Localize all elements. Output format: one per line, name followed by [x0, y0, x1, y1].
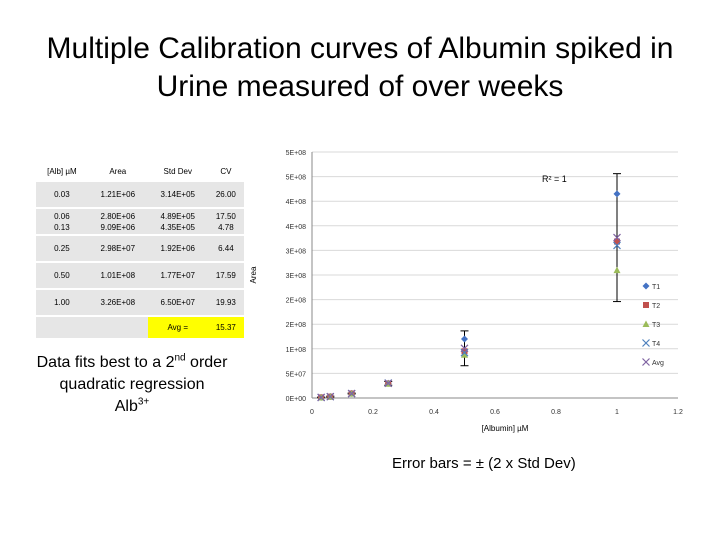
legend-label: T3 — [652, 322, 660, 329]
point-avg-stroke — [317, 393, 326, 402]
point-avg — [384, 379, 393, 388]
y-tick-label: 5E+07 — [286, 371, 307, 378]
point-t1 — [613, 190, 621, 198]
table-row: 0.50 1.01E+08 1.77E+07 17.59 — [36, 262, 244, 290]
table-cell: 1.92E+06 — [147, 235, 208, 263]
regression-note: Data fits best to a 2nd order quadratic … — [28, 352, 236, 418]
point-t2 — [614, 238, 620, 245]
point-avg — [317, 393, 326, 402]
point-avg — [347, 389, 356, 398]
table-cell: 17.59 — [207, 262, 244, 290]
legend-marker-avg-stroke — [642, 358, 650, 366]
legend-label: T1 — [652, 284, 660, 291]
point-t1 — [461, 335, 468, 343]
table-cell: 1.21E+06 — [87, 182, 148, 209]
note-line-2: quadratic regression — [59, 376, 205, 393]
header-cv: CV — [220, 166, 232, 176]
point-avg-stroke — [347, 389, 356, 398]
calibration-chart: 0E+00 5E+07 1E+08 2E+08 2E+08 3E+08 3E+08 4E+08… — [249, 150, 683, 433]
legend-label: T2 — [652, 303, 660, 310]
table-cell: 0.03 — [36, 182, 88, 209]
legend-marker-t4 — [642, 339, 650, 347]
r-squared-annotation: R² = 1 — [542, 174, 567, 184]
table-cell: 1.00 — [36, 289, 88, 317]
point-t4 — [613, 241, 621, 250]
table-row: 0.06 0.13 2.80E+06 9.09E+06 4.89E+05 4.35E+05… — [36, 208, 244, 236]
y-tick-label: 4E+08 — [286, 199, 307, 206]
point-avg-stroke — [326, 392, 335, 401]
note-sup-3: 3+ — [137, 396, 150, 408]
legend-marker-t3 — [642, 320, 650, 327]
x-tick-label: 0.4 — [429, 409, 439, 416]
table-row: 1.00 3.26E+08 6.50E+07 19.93 — [36, 289, 244, 317]
x-tick-label: 1 — [615, 409, 619, 416]
point-t3 — [613, 266, 621, 274]
table-cell: 2.98E+07 — [87, 235, 148, 263]
table-cell: 17.50 4.78 — [207, 208, 244, 236]
table-cell: 1.77E+07 — [147, 262, 208, 290]
y-tick-label: 4E+08 — [286, 224, 307, 231]
y-tick-label: 2E+08 — [286, 322, 307, 329]
table-cell: 2.80E+06 9.09E+06 — [87, 208, 148, 236]
avg-value: 15.37 — [207, 316, 244, 340]
y-tick-label: 5E+08 — [286, 150, 307, 157]
table-cell: 0.25 — [36, 235, 88, 263]
header-alb: [Alb] µM — [47, 166, 77, 176]
y-tick-label: 5E+08 — [286, 175, 307, 182]
page-title: Multiple Calibration curves of Albumin s… — [20, 30, 700, 106]
table-avg-row: Avg = 15.37 — [36, 316, 244, 340]
table-cell: 19.93 — [207, 289, 244, 317]
y-tick-label: 0E+00 — [286, 396, 307, 403]
point-t4-stroke — [613, 241, 621, 250]
point-avg-stroke — [384, 379, 393, 388]
table-cell: 6.44 — [207, 235, 244, 263]
table-cell: 6.50E+07 — [147, 289, 208, 317]
y-axis-label: Area — [249, 266, 258, 283]
legend-label: T4 — [652, 341, 660, 348]
y-tick-label: 3E+08 — [286, 273, 307, 280]
point-avg-stroke — [460, 344, 469, 353]
point-avg — [613, 233, 621, 242]
legend-marker-t4-stroke — [642, 339, 650, 347]
note-line-1: Data fits best to a 2 — [36, 354, 175, 371]
x-axis-label: [Albumin] µM — [482, 424, 529, 433]
x-tick-label: 0.6 — [490, 409, 500, 416]
x-tick-label: 0.8 — [551, 409, 561, 416]
table-cell: 4.89E+05 4.35E+05 — [147, 208, 208, 236]
table-cell — [87, 316, 148, 340]
table-cell — [36, 316, 88, 340]
legend-marker-avg — [642, 358, 650, 366]
error-bar-note: Error bars = ± (2 x Std Dev) — [392, 455, 576, 472]
note-line-1b: order — [185, 354, 228, 371]
x-tick-label: 0 — [310, 409, 314, 416]
table-cell: 1.01E+08 — [87, 262, 148, 290]
header-area: Area — [109, 166, 127, 176]
table-cell: 26.00 — [207, 182, 244, 209]
title-line-1: Multiple Calibration curves of Albumin s… — [46, 32, 674, 65]
y-tick-label: 1E+08 — [286, 347, 307, 354]
y-tick-label: 2E+08 — [286, 298, 307, 305]
title-line-2: Urine measured of over weeks — [156, 70, 564, 103]
legend-marker-t2 — [643, 302, 649, 308]
note-sup-1: nd — [174, 352, 186, 364]
point-avg — [460, 344, 469, 353]
point-avg-stroke — [613, 233, 621, 242]
table-cell: 0.06 0.13 — [36, 208, 88, 236]
legend-marker-t1 — [642, 282, 650, 290]
x-tick-label: 1.2 — [673, 409, 683, 416]
x-tick-label: 0.2 — [368, 409, 378, 416]
table-cell: 3.26E+08 — [87, 289, 148, 317]
point-t3 — [461, 351, 468, 358]
calibration-table: [Alb] µM Area Std Dev CV 0.03 1.21E+06 3.1… — [36, 160, 244, 340]
y-tick-label: 3E+08 — [286, 248, 307, 255]
note-line-3: Alb — [114, 398, 138, 415]
table-row: 0.03 1.21E+06 3.14E+05 26.00 — [36, 182, 244, 209]
table-cell: 3.14E+05 — [147, 182, 208, 209]
point-avg — [326, 392, 335, 401]
header-std-dev: Std Dev — [163, 166, 192, 176]
avg-label: Avg = — [147, 316, 208, 340]
table-cell: 0.50 — [36, 262, 88, 290]
legend-label: Avg — [652, 360, 664, 367]
table-row: 0.25 2.98E+07 1.92E+06 6.44 — [36, 235, 244, 263]
